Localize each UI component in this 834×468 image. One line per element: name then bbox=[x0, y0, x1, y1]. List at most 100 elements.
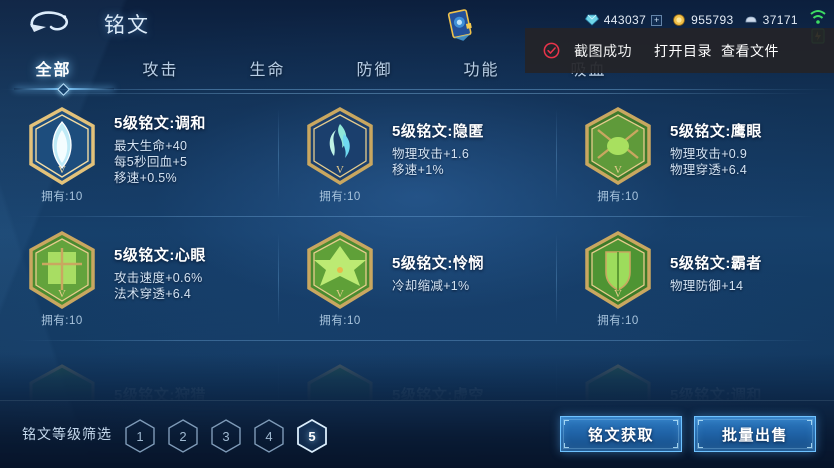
rune-name: 5级铭文:鹰眼 bbox=[670, 123, 762, 140]
level-filter-1[interactable]: 1 bbox=[124, 418, 156, 454]
rune-card[interactable]: V 拥有:10 5级铭文:怜悯 冷却缩减+1% bbox=[278, 217, 556, 341]
page-title: 铭文 bbox=[104, 14, 150, 37]
rune-info: 5级铭文:心眼 攻击速度+0.6% 法术穿透+6.4 bbox=[108, 244, 206, 314]
list-top-divider bbox=[18, 93, 816, 94]
rune-row: 5级铭文:狩猎 5级铭文:虚空 bbox=[0, 341, 834, 400]
rune-icon-wrap: V 拥有:10 bbox=[572, 230, 664, 328]
currency-diamond-value: 443037 bbox=[603, 13, 647, 27]
level-filter-3[interactable]: 3 bbox=[210, 418, 242, 454]
rune-name: 5级铭文:怜悯 bbox=[392, 255, 484, 272]
rune-card[interactable]: V 拥有:10 5级铭文:心眼 攻击速度+0.6% 法术穿透+6.4 bbox=[0, 217, 278, 341]
rune-info: 5级铭文:调和 最大生命+40 每5秒回血+5 移速+0.5% bbox=[108, 112, 206, 198]
svg-text:V: V bbox=[58, 288, 66, 300]
rune-icon-wrap: V 拥有:10 bbox=[294, 106, 386, 204]
level-filter-5-label: 5 bbox=[308, 428, 316, 444]
category-tabs: 全部 攻击 生命 防御 功能 吸血 bbox=[0, 50, 834, 86]
rune-card[interactable]: V 拥有:10 5级铭文:鹰眼 物理攻击+0.9 物理穿透+6.4 bbox=[556, 93, 834, 217]
level-filter-2-label: 2 bbox=[179, 428, 187, 444]
acquire-rune-button[interactable]: 铭文获取 bbox=[560, 416, 682, 452]
svg-text:V: V bbox=[336, 288, 344, 300]
svg-text:V: V bbox=[614, 164, 622, 176]
rune-harmony-icon: V bbox=[26, 106, 98, 186]
rune-attr: 冷却缩减+1% bbox=[392, 279, 470, 293]
diamond-icon bbox=[584, 14, 599, 26]
open-directory-link[interactable]: 打开目录 bbox=[654, 42, 712, 59]
rune-icon-wrap bbox=[16, 363, 108, 400]
rune-mercy-icon: V bbox=[304, 230, 376, 310]
flying-card-icon bbox=[445, 7, 477, 44]
rune-row: V 拥有:10 5级铭文:心眼 攻击速度+0.6% 法术穿透+6.4 bbox=[0, 217, 834, 341]
action-buttons: 铭文获取 批量出售 bbox=[560, 416, 816, 452]
rune-owned-count: 拥有:10 bbox=[41, 191, 83, 203]
rune-name: 5级铭文:霸者 bbox=[670, 255, 762, 272]
rune-owned-count: 拥有:10 bbox=[319, 315, 361, 327]
rune-name: 5级铭文:心眼 bbox=[114, 247, 206, 264]
rune-icon-wrap: V 拥有:10 bbox=[16, 106, 108, 204]
rune-attr: 物理防御+14 bbox=[670, 279, 744, 293]
rune-card[interactable]: 5级铭文:狩猎 bbox=[0, 341, 278, 400]
level-filter-2[interactable]: 2 bbox=[167, 418, 199, 454]
gold-coin-icon bbox=[673, 14, 685, 26]
rune-owned-count: 拥有:10 bbox=[597, 315, 639, 327]
rune-name: 5级铭文:调和 bbox=[114, 115, 206, 132]
rune-owned-count: 拥有:10 bbox=[319, 191, 361, 203]
rune-owned-count: 拥有:10 bbox=[597, 191, 639, 203]
rune-eagle-eye-icon: V bbox=[582, 106, 654, 186]
level-filter-3-label: 3 bbox=[222, 428, 230, 444]
rune-name: 5级铭文:调和 bbox=[670, 387, 762, 400]
level-filter-4-label: 4 bbox=[265, 428, 273, 444]
currency-gold-value: 955793 bbox=[691, 13, 734, 27]
rune-name: 5级铭文:狩猎 bbox=[114, 387, 206, 400]
rune-card[interactable]: V 拥有:10 5级铭文:霸者 物理防御+14 bbox=[556, 217, 834, 341]
rune-card[interactable]: 5级铭文:虚空 bbox=[278, 341, 556, 400]
rune-card[interactable]: 5级铭文:调和 bbox=[556, 341, 834, 400]
rune-attr: 每5秒回血+5 bbox=[114, 155, 188, 169]
bottom-bar: 铭文等级筛选 1 2 3 bbox=[0, 400, 834, 468]
level-filter-5[interactable]: 5 bbox=[296, 418, 328, 454]
rune-info: 5级铭文:怜悯 冷却缩减+1% bbox=[386, 252, 484, 306]
rune-balance-icon bbox=[582, 363, 654, 400]
rune-owned-count: 拥有:10 bbox=[41, 315, 83, 327]
currency-shard[interactable]: 37171 bbox=[744, 13, 798, 27]
screenshot-toast: 截图成功 打开目录 查看文件 bbox=[525, 28, 834, 73]
rune-mind-eye-icon: V bbox=[26, 230, 98, 310]
rune-icon-wrap: V 拥有:10 bbox=[572, 106, 664, 204]
rune-list[interactable]: V 拥有:10 5级铭文:调和 最大生命+40 每5秒回血+5 移速+0.5% bbox=[0, 93, 834, 400]
rune-card[interactable]: V 拥有:10 5级铭文:隐匿 物理攻击+1.6 移速+1% bbox=[278, 93, 556, 217]
bulk-sell-button[interactable]: 批量出售 bbox=[694, 416, 816, 452]
rune-icon-wrap bbox=[294, 363, 386, 400]
rune-attr: 法术穿透+6.4 bbox=[114, 287, 192, 301]
active-tab-indicator bbox=[14, 83, 114, 96]
tab-attack[interactable]: 攻击 bbox=[142, 62, 179, 79]
rune-hunt-icon bbox=[26, 363, 98, 400]
currency-bar: 443037 + 955793 37171 bbox=[584, 10, 798, 30]
tab-health[interactable]: 生命 bbox=[249, 62, 286, 79]
add-diamond-button[interactable]: + bbox=[651, 14, 663, 26]
row-divider bbox=[18, 340, 816, 341]
view-file-link[interactable]: 查看文件 bbox=[721, 42, 779, 59]
svg-text:V: V bbox=[614, 288, 622, 300]
rune-attr: 物理攻击+0.9 bbox=[670, 147, 748, 161]
rune-info: 5级铭文:虚空 bbox=[386, 384, 484, 400]
toast-message: 截图成功 bbox=[574, 42, 632, 59]
svg-text:V: V bbox=[336, 164, 344, 176]
currency-diamond[interactable]: 443037 + bbox=[584, 13, 663, 27]
level-filter-label: 铭文等级筛选 bbox=[22, 426, 112, 442]
level-filter-4[interactable]: 4 bbox=[253, 418, 285, 454]
rune-icon-wrap: V 拥有:10 bbox=[16, 230, 108, 328]
rune-card[interactable]: V 拥有:10 5级铭文:调和 最大生命+40 每5秒回血+5 移速+0.5% bbox=[0, 93, 278, 217]
tab-utility[interactable]: 功能 bbox=[463, 62, 500, 79]
tab-all[interactable]: 全部 bbox=[35, 62, 72, 79]
tab-defense[interactable]: 防御 bbox=[356, 62, 393, 79]
back-arrow-icon[interactable] bbox=[26, 8, 78, 38]
currency-gold[interactable]: 955793 bbox=[672, 13, 733, 27]
level-filter-1-label: 1 bbox=[136, 428, 144, 444]
check-circle-icon bbox=[543, 42, 560, 59]
rune-attr: 移速+1% bbox=[392, 163, 444, 177]
rune-attr: 物理穿透+6.4 bbox=[670, 163, 748, 177]
rune-info: 5级铭文:鹰眼 物理攻击+0.9 物理穿透+6.4 bbox=[664, 120, 762, 190]
rune-info: 5级铭文:狩猎 bbox=[108, 384, 206, 400]
toast-links: 打开目录 查看文件 bbox=[654, 41, 779, 61]
rune-icon-wrap bbox=[572, 363, 664, 400]
